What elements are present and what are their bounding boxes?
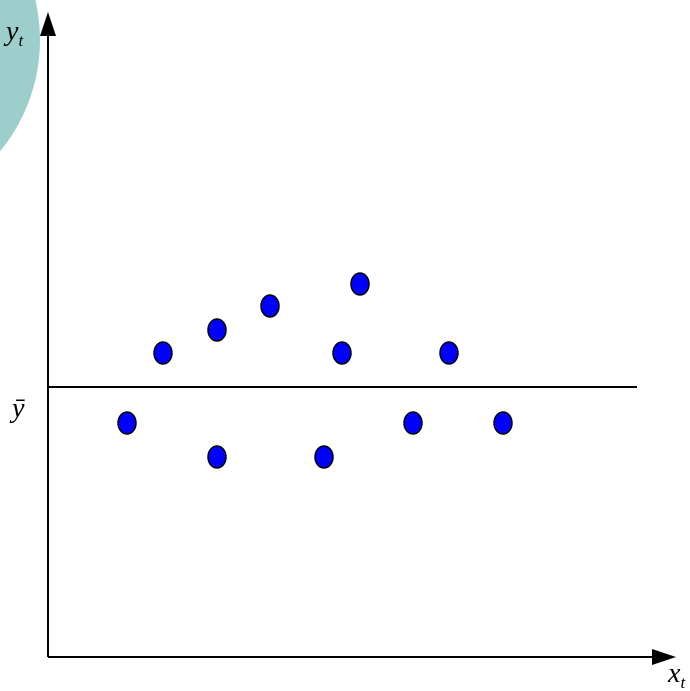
x-label: x — [667, 658, 681, 689]
y-label-sub: t — [18, 31, 24, 50]
point — [260, 294, 280, 318]
y-axis-label: yt — [3, 16, 24, 50]
y-label: y — [3, 16, 19, 47]
point — [207, 445, 227, 469]
point — [153, 341, 173, 365]
decoration — [0, 0, 40, 152]
point — [332, 341, 352, 365]
point — [350, 272, 370, 296]
y-arrow — [40, 12, 56, 36]
mean-label: ȳ — [9, 393, 25, 424]
point — [314, 445, 334, 469]
point — [493, 411, 513, 435]
x-arrow — [652, 649, 676, 665]
point — [117, 411, 137, 435]
x-label-sub: t — [680, 673, 686, 691]
point — [439, 341, 459, 365]
x-axis-label: xt — [667, 658, 686, 691]
point — [207, 318, 227, 342]
point — [403, 411, 423, 435]
